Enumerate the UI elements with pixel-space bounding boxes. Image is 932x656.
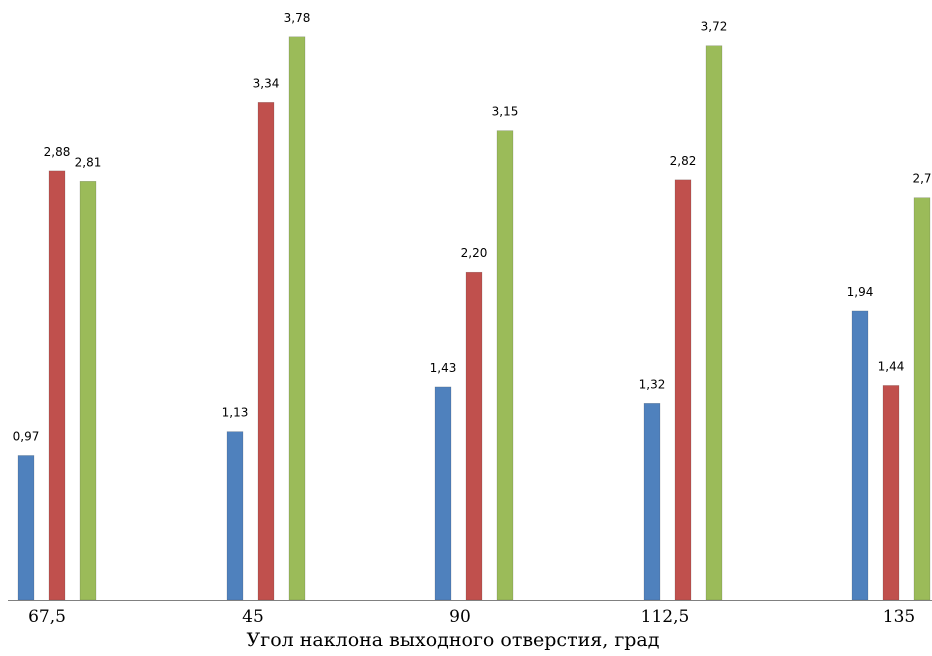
x-tick-label-1: 67,5	[28, 607, 66, 627]
x-tick-label-3: 90	[449, 607, 471, 627]
value-labels-layer: 0,97 2,88 2,81 1,13 3,34 3,78 1,43 2,20 3,15 1,32…	[13, 11, 932, 444]
bar-series-3-cat-2	[288, 36, 306, 601]
x-tick-label-2: 45	[242, 607, 264, 627]
bar-series-2-cat-5	[882, 385, 900, 601]
data-label-series-2-cat-4: 2,82	[670, 154, 697, 168]
data-label-series-2-cat-2: 3,34	[253, 76, 280, 90]
data-label-series-3-cat-3: 3,15	[492, 105, 519, 119]
data-label-series-2-cat-5: 1,44	[878, 359, 905, 373]
bar-series-1-cat-5	[851, 310, 869, 601]
data-label-series-2-cat-1: 2,88	[44, 145, 71, 159]
data-label-series-2-cat-3: 2,20	[461, 246, 488, 260]
bar-series-2-cat-2	[257, 102, 275, 601]
x-tick-labels-layer: 67,5 45 90 112,5 135	[28, 607, 915, 627]
data-label-series-3-cat-4: 3,72	[701, 20, 728, 34]
bar-series-1-cat-3	[434, 386, 452, 601]
bar-series-3-cat-1	[79, 181, 97, 601]
data-label-series-3-cat-2: 3,78	[284, 11, 311, 25]
bar-series-1-cat-2	[226, 431, 244, 601]
bar-series-2-cat-1	[48, 170, 66, 601]
bar-series-2-cat-4	[674, 179, 692, 601]
data-label-series-1-cat-1: 0,97	[13, 429, 40, 443]
bar-series-1-cat-1	[17, 455, 35, 601]
data-label-series-3-cat-1: 2,81	[75, 155, 102, 169]
bar-series-2-cat-3	[465, 271, 483, 601]
bar-series-3-cat-4	[705, 45, 723, 601]
data-label-series-1-cat-3: 1,43	[430, 361, 457, 375]
data-label-series-1-cat-5: 1,94	[847, 285, 874, 299]
x-axis-title: Угол наклона выходного отверстия, град	[247, 629, 660, 651]
x-tick-label-4: 112,5	[641, 607, 690, 627]
data-label-series-3-cat-5: 2,7	[912, 172, 931, 186]
data-label-series-1-cat-4: 1,32	[639, 377, 666, 391]
x-tick-label-5: 135	[883, 607, 915, 627]
bar-series-3-cat-3	[496, 130, 514, 601]
data-label-series-1-cat-2: 1,13	[222, 406, 249, 420]
bars-layer	[17, 36, 931, 601]
bar-series-3-cat-5	[913, 197, 931, 601]
bar-series-1-cat-4	[643, 403, 661, 601]
